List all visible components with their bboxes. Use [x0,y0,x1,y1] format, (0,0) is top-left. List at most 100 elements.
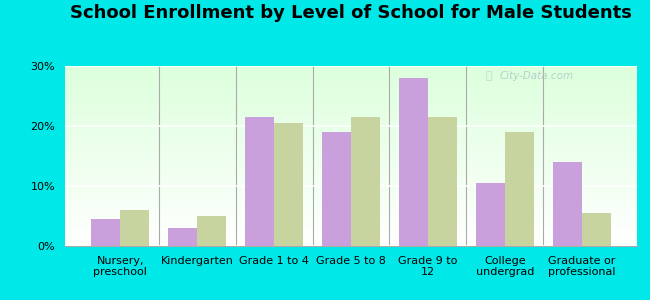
Bar [65,116,637,118]
Bar [65,217,637,219]
Bar [65,131,637,133]
Bar [65,107,637,109]
Bar [65,93,637,95]
Title: School Enrollment by Level of School for Male Students: School Enrollment by Level of School for… [70,4,632,22]
Bar [65,174,637,176]
Bar [65,172,637,174]
Bar [65,165,637,167]
Bar [65,102,637,104]
Bar [65,215,637,217]
Bar [65,147,637,149]
Bar [65,133,637,134]
Bar [65,118,637,120]
Bar [168,228,197,246]
Bar [65,224,637,226]
Bar [65,219,637,221]
Bar [65,156,637,158]
Bar [65,176,637,178]
Bar [65,115,637,116]
Bar [65,169,637,170]
Text: ⓘ: ⓘ [486,71,492,81]
Bar [65,181,637,183]
Bar [65,77,637,79]
Bar [65,91,637,93]
Bar [428,117,457,246]
Bar [65,89,637,91]
Text: City-Data.com: City-Data.com [500,71,574,81]
Bar [65,95,637,97]
Bar [65,138,637,140]
Bar [65,158,637,160]
Bar [65,124,637,125]
Bar [65,235,637,237]
Bar [65,205,637,206]
Bar [65,212,637,214]
Bar [65,140,637,142]
Bar [582,213,611,246]
Bar [65,145,637,147]
Bar [274,123,304,246]
Bar [552,162,582,246]
Bar [65,122,637,124]
Bar [505,132,534,246]
Bar [65,73,637,75]
Bar [65,170,637,172]
Bar [65,109,637,111]
Bar [65,228,637,230]
Bar [322,132,351,246]
Bar [65,206,637,208]
Bar [65,75,637,77]
Bar [65,149,637,151]
Bar [65,187,637,188]
Bar [65,98,637,100]
Bar [476,183,505,246]
Bar [65,80,637,82]
Bar [65,71,637,73]
Bar [65,127,637,129]
Bar [65,201,637,203]
Bar [65,152,637,154]
Bar [65,154,637,156]
Bar [65,214,637,215]
Bar [65,190,637,192]
Bar [65,242,637,244]
Bar [65,239,637,241]
Bar [65,97,637,98]
Bar [65,241,637,242]
Bar [65,196,637,197]
Bar [65,208,637,210]
Bar [197,216,226,246]
Bar [65,244,637,246]
Bar [65,223,637,224]
Bar [65,88,637,89]
Bar [65,161,637,163]
Bar [65,230,637,232]
Bar [65,183,637,185]
Bar [65,70,637,71]
Bar [65,194,637,196]
Bar [65,179,637,181]
Bar [65,192,637,194]
Bar [65,129,637,131]
Bar [65,151,637,152]
Bar [65,199,637,201]
Bar [65,66,637,68]
Bar [65,233,637,235]
Bar [65,113,637,115]
Bar [65,167,637,169]
Bar [245,117,274,246]
Bar [65,232,637,233]
Bar [65,143,637,145]
Bar [120,210,150,246]
Bar [65,160,637,161]
Bar [65,106,637,107]
Bar [65,197,637,199]
Bar [65,185,637,187]
Bar [65,237,637,239]
Bar [65,84,637,86]
Bar [65,203,637,205]
Bar [65,104,637,106]
Bar [65,163,637,165]
Bar [398,78,428,246]
Bar [65,79,637,80]
